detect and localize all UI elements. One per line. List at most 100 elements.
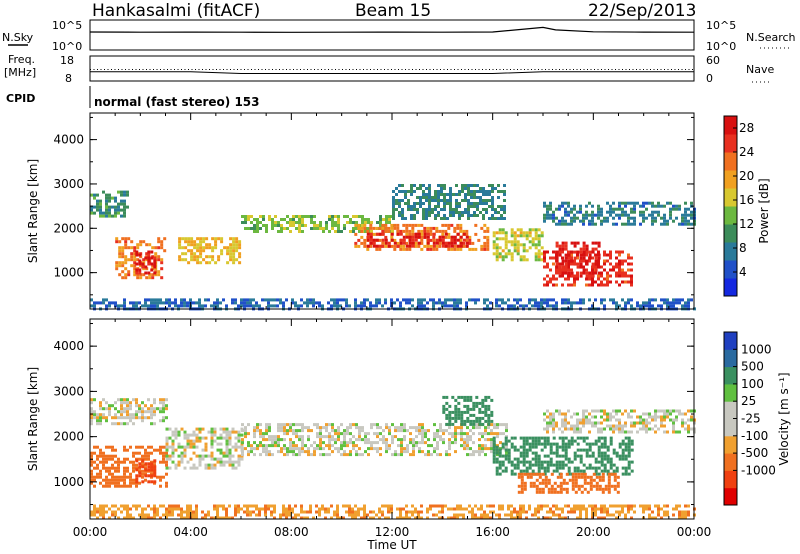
heatmap-cell: [207, 466, 211, 470]
heatmap-cell: [180, 516, 183, 520]
heatmap-cell: [372, 304, 375, 308]
heatmap-cell: [469, 413, 473, 417]
heatmap-cell: [261, 507, 264, 511]
heatmap-cell: [431, 208, 434, 211]
heatmap-cell: [331, 450, 334, 454]
heatmap-cell: [301, 224, 304, 227]
heatmap-cell: [426, 507, 429, 511]
heatmap-cell: [645, 216, 648, 220]
heatmap-cell: [292, 432, 295, 436]
heatmap-cell: [232, 255, 236, 259]
heatmap-cell: [579, 256, 583, 260]
heatmap-cell: [398, 199, 401, 202]
heatmap-cell: [289, 426, 292, 430]
heatmap-cell: [425, 211, 428, 214]
heatmap-cell: [99, 401, 102, 405]
heatmap-cell: [618, 457, 622, 461]
heatmap-cell: [346, 444, 349, 448]
heatmap-cell: [609, 250, 612, 254]
heatmap-cell: [442, 432, 445, 436]
heatmap-cell: [123, 202, 126, 206]
heatmap-cell: [461, 190, 464, 193]
heatmap-cell: [583, 478, 587, 482]
heatmap-cell: [513, 466, 517, 470]
heatmap-cell: [90, 413, 93, 417]
heatmap-cell: [645, 424, 648, 428]
heatmap-cell: [487, 413, 491, 417]
colorbar-tick-label: -1000: [741, 463, 776, 477]
heatmap-cell: [454, 398, 458, 402]
heatmap-cell: [570, 274, 574, 278]
heatmap-cell: [340, 453, 343, 457]
heatmap-cell: [283, 438, 286, 442]
heatmap-cell: [624, 469, 628, 473]
heatmap-cell: [558, 274, 562, 278]
heatmap-cell: [114, 304, 117, 308]
heatmap-cell: [262, 435, 265, 439]
heatmap-cell: [168, 301, 171, 305]
heatmap-cell: [558, 513, 561, 517]
heatmap-cell: [519, 234, 523, 238]
heatmap-cell: [654, 418, 657, 422]
heatmap-cell: [459, 298, 462, 302]
heatmap-cell: [522, 469, 526, 473]
heatmap-cell: [615, 418, 618, 422]
heatmap-cell: [346, 432, 349, 436]
heatmap-cell: [517, 484, 521, 488]
heatmap-cell: [567, 439, 571, 443]
heatmap-cell: [675, 504, 678, 508]
heatmap-cell: [467, 190, 470, 193]
heatmap-cell: [285, 510, 288, 514]
heatmap-cell: [503, 211, 506, 214]
heatmap-cell: [99, 413, 102, 417]
heatmap-cell: [549, 268, 552, 272]
heatmap-cell: [504, 457, 508, 461]
heatmap-cell: [229, 249, 233, 253]
heatmap-cell: [472, 426, 475, 430]
heatmap-cell: [222, 454, 226, 458]
heatmap-cell: [681, 424, 684, 428]
heatmap-cell: [429, 247, 433, 251]
heatmap-cell: [561, 507, 564, 511]
heatmap-cell: [450, 238, 454, 242]
heatmap-cell: [295, 221, 298, 224]
heatmap-cell: [525, 510, 528, 514]
heatmap-cell: [228, 433, 232, 437]
heatmap-cell: [237, 510, 240, 514]
heatmap-cell: [339, 304, 342, 308]
heatmap-cell: [585, 268, 588, 272]
heatmap-cell: [660, 216, 663, 220]
heatmap-cell: [538, 481, 542, 485]
heatmap-cell: [525, 237, 529, 241]
colorbar-swatch: [724, 116, 737, 135]
heatmap-cell: [498, 516, 501, 520]
heatmap-cell: [604, 487, 608, 491]
heatmap-cell: [354, 504, 357, 508]
heatmap-cell: [177, 504, 180, 508]
heatmap-cell: [513, 231, 517, 235]
heatmap-cell: [144, 457, 147, 461]
heatmap-cell: [337, 224, 340, 227]
heatmap-cell: [612, 463, 616, 467]
heatmap-cell: [384, 238, 388, 242]
heatmap-cell: [483, 247, 487, 251]
heatmap-cell: [415, 429, 418, 433]
heatmap-cell: [438, 229, 442, 233]
heatmap-cell: [516, 240, 520, 244]
heatmap-cell: [561, 418, 564, 422]
heatmap-cell: [541, 478, 545, 482]
heatmap-cell: [289, 450, 292, 454]
heatmap-cell: [480, 507, 483, 511]
heatmap-cell: [582, 216, 585, 220]
heatmap-cell: [405, 232, 409, 236]
heatmap-cell: [525, 460, 529, 464]
heatmap-cell: [165, 407, 168, 411]
heatmap-cell: [543, 204, 546, 208]
heatmap-cell: [615, 262, 618, 266]
heatmap-cell: [598, 484, 602, 488]
heatmap-cell: [435, 247, 439, 251]
heatmap-cell: [396, 226, 400, 230]
heatmap-cell: [579, 427, 582, 431]
heatmap-cell: [318, 301, 321, 305]
heatmap-cell: [558, 445, 562, 449]
